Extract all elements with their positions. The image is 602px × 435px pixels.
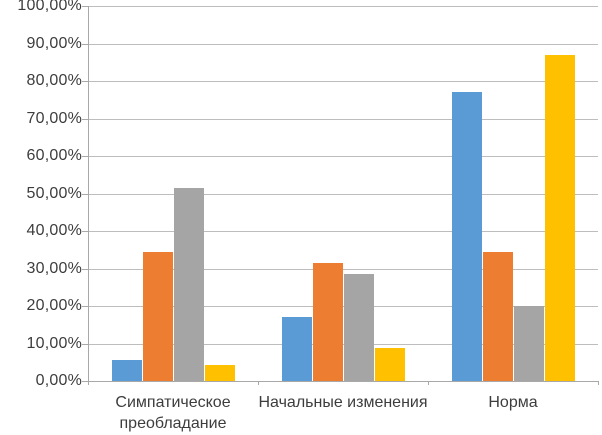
y-axis-tick [82, 156, 88, 157]
y-axis-tick-label: 10,00% [26, 334, 82, 352]
y-axis-tick-label: 0,00% [35, 372, 82, 389]
y-axis-tick [82, 6, 88, 7]
y-axis-tick-label: 30,00% [26, 259, 82, 277]
gridline [88, 81, 598, 82]
y-axis-tick-label: 90,00% [26, 34, 82, 52]
y-axis-tick-label: 50,00% [26, 184, 82, 202]
bar-orange-category-1 [313, 263, 343, 381]
y-axis-tick [82, 231, 88, 232]
gridline [88, 156, 598, 157]
bar-orange-category-0 [143, 252, 173, 381]
y-axis-tick-label: 60,00% [26, 147, 82, 164]
bar-blue-category-0 [112, 360, 142, 381]
gridline [88, 306, 598, 307]
y-axis-tick [82, 43, 88, 45]
x-axis-tick [88, 381, 89, 385]
bar-yellow-category-2 [545, 55, 575, 381]
y-axis-tick [82, 343, 88, 345]
x-axis-tick [428, 381, 429, 385]
gridline [88, 343, 598, 345]
y-axis-tick-label: 70,00% [26, 109, 82, 127]
bar-blue-category-2 [452, 92, 482, 381]
y-axis-tick [82, 118, 88, 120]
gridline [88, 231, 598, 232]
gridline [88, 268, 598, 270]
bar-gray-category-2 [514, 306, 544, 381]
bar-orange-category-2 [483, 252, 513, 381]
x-axis-category-label: Симпатическое преобладание [115, 394, 231, 432]
y-axis-tick-label: 20,00% [26, 297, 82, 314]
x-axis-tick [258, 381, 259, 385]
gridline [88, 193, 598, 195]
y-axis-line [88, 6, 89, 381]
bar-gray-category-0 [174, 188, 204, 381]
y-axis-tick-label: 100,00% [17, 0, 82, 14]
bar-yellow-category-1 [375, 348, 405, 381]
y-axis-tick [82, 381, 88, 382]
y-axis-tick [82, 268, 88, 270]
bar-blue-category-1 [282, 317, 312, 381]
x-axis-category-label: Норма [488, 394, 538, 411]
x-axis-category-label: Начальные изменения [258, 394, 428, 411]
gridline [88, 6, 598, 7]
y-axis-tick [82, 81, 88, 82]
bar-yellow-category-0 [205, 365, 235, 381]
x-axis-tick [598, 381, 599, 385]
gridline [88, 43, 598, 45]
x-axis-line [88, 381, 598, 382]
y-axis-tick [82, 193, 88, 195]
y-axis-tick-label: 40,00% [26, 222, 82, 239]
y-axis-tick [82, 306, 88, 307]
gridline [88, 118, 598, 120]
bar-gray-category-1 [344, 274, 374, 381]
y-axis-tick-label: 80,00% [26, 72, 82, 89]
